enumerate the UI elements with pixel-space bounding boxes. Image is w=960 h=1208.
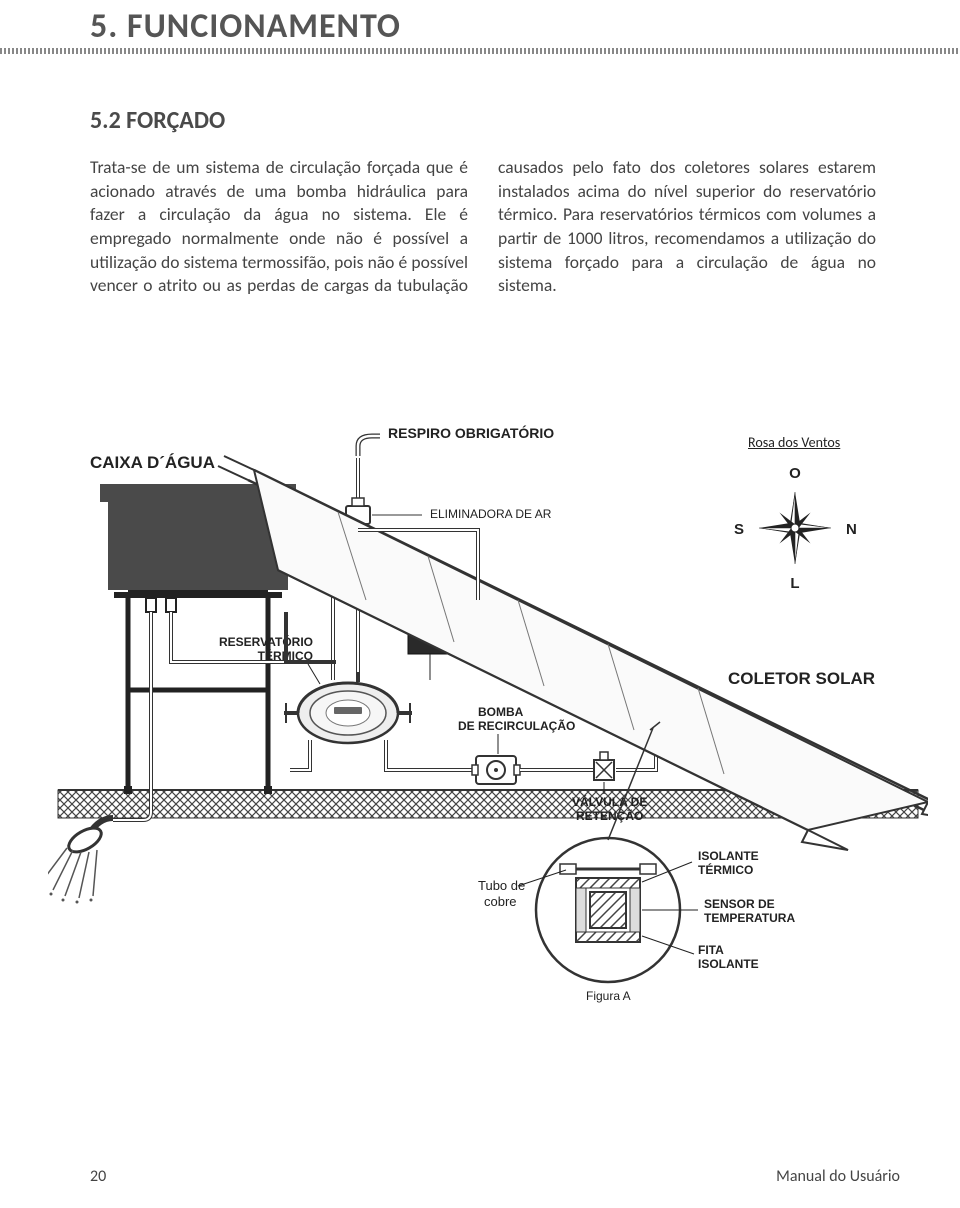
label-bomba: BOMBA (478, 705, 524, 719)
doc-title: Manual do Usuário (776, 1167, 900, 1186)
header-rule (0, 48, 960, 54)
label-reservatorio: RESERVATÓRIO (219, 634, 313, 649)
body-paragraph: Trata-se de um sistema de circulação for… (90, 156, 876, 298)
label-valvula2: RETENÇÃO (576, 808, 643, 823)
label-sensor2: TEMPERATURA (704, 911, 795, 925)
label-fita: FITA (698, 943, 724, 957)
subsection-title: 5.2 FORÇADO (90, 106, 225, 135)
label-coletor: COLETOR SOLAR (728, 669, 875, 688)
label-respiro: RESPIRO OBRIGATÓRIO (388, 424, 554, 441)
label-tubo: Tubo de (478, 878, 525, 893)
system-diagram: CAIXA D´ÁGUA RESPIRO OBRIGATÓR (48, 420, 928, 1060)
label-fita2: ISOLANTE (698, 957, 759, 971)
label-figura: Figura A (586, 989, 631, 1003)
label-isolante2: TÉRMICO (698, 862, 753, 877)
page-number: 20 (90, 1167, 106, 1186)
footer: 20 Manual do Usuário (90, 1167, 900, 1186)
section-title: 5. FUNCIONAMENTO (90, 6, 411, 47)
label-isolante: ISOLANTE (698, 849, 759, 863)
label-tubo2: cobre (484, 894, 517, 909)
label-sensor: SENSOR DE (704, 897, 775, 911)
label-caixa: CAIXA D´ÁGUA (90, 453, 215, 472)
label-valvula: VÁLVULA DE (572, 794, 647, 809)
label-eliminadora: ELIMINADORA DE AR (430, 507, 552, 521)
label-bomba2: DE RECIRCULAÇÃO (458, 718, 575, 733)
